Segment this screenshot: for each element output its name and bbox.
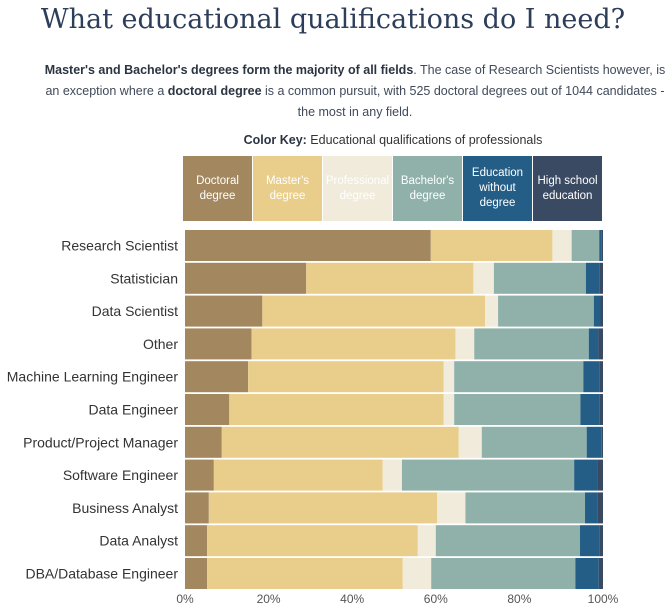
bar-segment [481, 426, 587, 458]
category-label: Research Scientist [61, 238, 178, 254]
category-label: Software Engineer [63, 467, 179, 483]
bar-segment [430, 230, 553, 261]
bar-segment [465, 492, 586, 524]
bar-segment [454, 394, 581, 425]
bar-segment [443, 394, 455, 425]
bar-segment [597, 459, 603, 491]
subtitle-lead: Master's and Bachelor's degrees form the… [44, 63, 414, 77]
bar-segment [598, 558, 603, 589]
bar-segment [574, 459, 598, 491]
x-tick-label: 40% [340, 592, 364, 606]
stacked-bar-chart: Research Scientist Statistician Data Scien… [7, 230, 619, 606]
bar-segment [185, 230, 431, 261]
bar-segment [185, 525, 208, 557]
bar-segment [597, 492, 603, 524]
bar-segment [185, 295, 263, 327]
bar-segment [207, 525, 418, 557]
bar-segment [493, 262, 586, 294]
chart-title: What educational qualifications do I nee… [40, 4, 626, 35]
bar-segment [443, 361, 455, 393]
x-tick-label: 80% [507, 592, 531, 606]
bar-segment [599, 361, 603, 393]
key-bachelors: Bachelor's degree [393, 156, 462, 221]
bar-segment [207, 558, 403, 589]
key-masters: Master's degree [253, 156, 322, 221]
x-tick-label: 100% [588, 592, 619, 606]
bar-segment [593, 295, 601, 327]
bar-segment [185, 492, 209, 524]
bar-segment [498, 295, 594, 327]
bar-segment [580, 525, 600, 557]
bar-segment [251, 328, 456, 360]
category-label: Other [143, 336, 178, 352]
bar-segment [185, 426, 222, 458]
bar-segment [600, 295, 603, 327]
category-label: Data Engineer [88, 402, 178, 418]
bar-segment [552, 230, 572, 261]
bar-segment [455, 328, 475, 360]
bar-segment [185, 361, 249, 393]
bar-segment [401, 459, 575, 491]
bar-segment [580, 394, 600, 425]
key-no-degree: Education without degree [463, 156, 532, 221]
category-label: Business Analyst [72, 500, 178, 516]
bar-segment [185, 558, 208, 589]
category-label: Machine Learning Engineer [7, 369, 179, 385]
bar-segment [402, 558, 432, 589]
bar-segment [599, 262, 603, 294]
bar-segment [599, 525, 603, 557]
bar-segment [382, 459, 402, 491]
bar-segment [185, 394, 230, 425]
category-label: Product/Project Manager [23, 434, 178, 450]
subtitle-text-2: is a common pursuit, with 525 doctoral d… [261, 84, 665, 119]
bar-segment [585, 492, 598, 524]
x-tick-label: 0% [176, 592, 194, 606]
bar-segment [458, 426, 482, 458]
bar-segment [585, 262, 600, 294]
chart-subtitle: Master's and Bachelor's degrees form the… [40, 60, 666, 123]
bar-segment [431, 558, 576, 589]
bar-segment [473, 262, 494, 294]
x-tick-label: 60% [424, 592, 448, 606]
bar-segment [601, 426, 603, 458]
bar-segment [601, 230, 603, 261]
bar-segment [435, 525, 581, 557]
bar-segment [248, 361, 444, 393]
bar-segment [599, 230, 602, 261]
bar-segment [599, 394, 603, 425]
bar-segment [229, 394, 444, 425]
bar-segment [598, 328, 603, 360]
bar-segment [575, 558, 599, 589]
bar-segment [306, 262, 474, 294]
bar-segment [588, 328, 599, 360]
bar-segment [474, 328, 589, 360]
color-key-label-text: Educational qualifications of profession… [306, 133, 543, 147]
bar-segment [583, 361, 600, 393]
subtitle-text-1: . The case of Research Scientists howeve… [45, 63, 666, 98]
category-label: Data Scientist [92, 303, 178, 319]
bar-segment [213, 459, 383, 491]
bar-segment [185, 262, 307, 294]
x-tick-label: 20% [257, 592, 281, 606]
category-label: Data Analyst [99, 533, 178, 549]
bar-segment [437, 492, 466, 524]
key-high-school: High school education [533, 156, 602, 221]
color-key-label: Color Key: Educational qualifications of… [183, 133, 603, 147]
category-label: Statistician [110, 270, 178, 286]
subtitle-highlight: doctoral degree [167, 84, 262, 98]
bar-segment [454, 361, 584, 393]
category-label: DBA/Database Engineer [25, 566, 178, 582]
bar-segment [485, 295, 499, 327]
bar-segment [185, 459, 214, 491]
bar-segment [185, 328, 252, 360]
key-professional: Professional degree [323, 156, 392, 221]
color-key-label-bold: Color Key: [243, 133, 307, 147]
bar-segment [417, 525, 436, 557]
bar-segment [586, 426, 602, 458]
key-doctoral: Doctoral degree [183, 156, 252, 221]
bar-segment [571, 230, 600, 261]
bar-segment [262, 295, 486, 327]
bar-segment [221, 426, 459, 458]
bar-segment [208, 492, 438, 524]
